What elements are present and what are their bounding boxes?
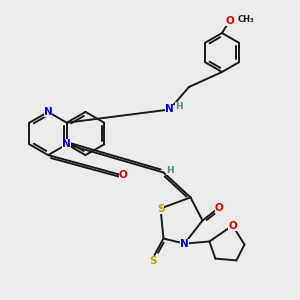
Text: O: O	[118, 170, 127, 181]
Text: N: N	[165, 104, 174, 115]
Text: N: N	[44, 107, 52, 117]
Text: CH₃: CH₃	[238, 15, 254, 24]
Text: O: O	[225, 16, 234, 26]
Text: N: N	[62, 139, 71, 149]
Text: H: H	[166, 166, 174, 175]
Text: N: N	[44, 107, 52, 117]
Text: H: H	[175, 102, 183, 111]
Text: O: O	[228, 220, 237, 231]
Text: S: S	[157, 203, 164, 214]
Text: O: O	[214, 203, 224, 213]
Text: N: N	[180, 238, 189, 249]
Text: N: N	[62, 139, 71, 149]
Text: S: S	[149, 256, 157, 266]
Text: N: N	[44, 107, 52, 117]
